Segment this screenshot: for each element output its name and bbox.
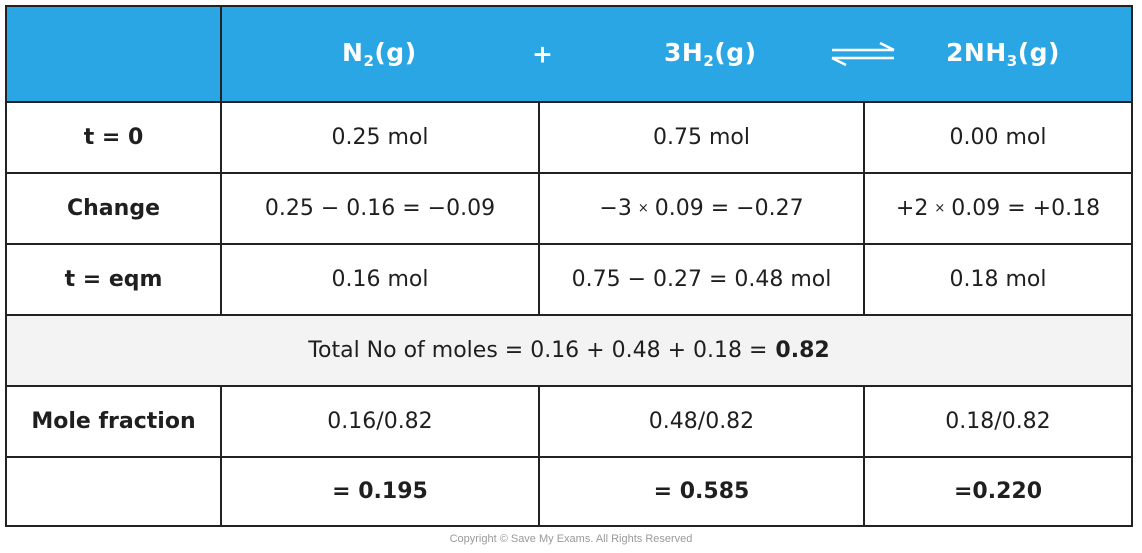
cell-change-nh3: +2 × 0.09 = +0.18 [865,174,1131,245]
cell-teqm-n2: 0.16 mol [222,245,540,316]
reactant-n2: N2(g) [342,38,417,70]
row-label-teqm: t = eqm [7,245,222,316]
cell-teqm-nh3: 0.18 mol [865,245,1131,316]
cell-t0-h2: 0.75 mol [540,103,865,174]
cell-molefrac-n2: 0.16/0.82 [222,387,540,458]
product-nh3: 2NH3(g) [946,38,1060,70]
reactant-h2: 3H2(g) [664,38,757,70]
cell-t0-nh3: 0.00 mol [865,103,1131,174]
header-corner-cell [7,7,222,103]
row-label-change: Change [7,174,222,245]
row-label-t0: t = 0 [7,103,222,174]
equilibrium-table: N2(g) + 3H2(g) 2NH3(g) t = 0 0.25 mol 0.… [5,5,1133,527]
total-moles-row: Total No of moles = 0.16 + 0.48 + 0.18 =… [7,316,1131,387]
row-label-result [7,458,222,525]
cell-result-h2: = 0.585 [540,458,865,525]
copyright-notice: Copyright © Save My Exams. All Rights Re… [449,533,693,545]
cell-molefrac-nh3: 0.18/0.82 [865,387,1131,458]
cell-change-n2: 0.25 − 0.16 = −0.09 [222,174,540,245]
row-label-mole-fraction: Mole fraction [7,387,222,458]
reaction-equation: N2(g) + 3H2(g) 2NH3(g) [222,7,1131,103]
plus-sign: + [532,39,554,69]
cell-change-h2: −3 × 0.09 = −0.27 [540,174,865,245]
cell-t0-n2: 0.25 mol [222,103,540,174]
cell-molefrac-h2: 0.48/0.82 [540,387,865,458]
cell-teqm-h2: 0.75 − 0.27 = 0.48 mol [540,245,865,316]
equilibrium-arrow-icon [831,42,895,66]
cell-result-nh3: =0.220 [953,479,1043,504]
cell-result-n2: = 0.195 [222,458,540,525]
